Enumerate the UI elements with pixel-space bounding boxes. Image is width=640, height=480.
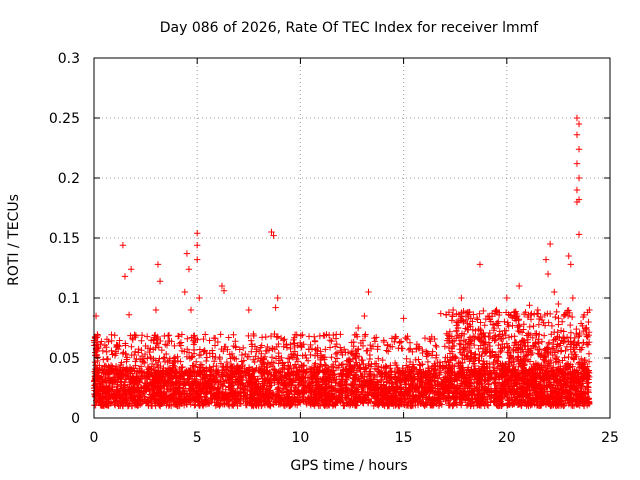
data-point	[421, 334, 429, 342]
data-point	[237, 382, 244, 390]
data-point	[128, 343, 135, 350]
data-point	[122, 376, 129, 383]
data-point	[111, 332, 118, 339]
data-point	[570, 402, 578, 410]
data-point	[406, 339, 414, 347]
data-point	[570, 386, 578, 393]
data-point	[138, 332, 146, 339]
data-point	[232, 338, 239, 345]
data-point	[352, 387, 359, 395]
data-point	[408, 381, 416, 389]
data-point	[400, 401, 408, 408]
data-point	[377, 377, 385, 385]
data-point	[143, 333, 151, 340]
data-point	[297, 332, 304, 339]
data-point	[146, 386, 153, 393]
data-point	[165, 386, 173, 394]
data-point	[219, 382, 227, 389]
data-point	[414, 401, 422, 409]
data-point	[362, 331, 369, 338]
data-point	[227, 360, 235, 368]
data-point	[557, 348, 565, 355]
data-point	[108, 331, 115, 338]
x-axis-label: GPS time / hours	[290, 458, 407, 474]
data-point	[585, 379, 592, 386]
data-point	[366, 355, 374, 363]
data-point	[225, 334, 232, 341]
y-axis-label: ROTI / TECUs	[6, 194, 22, 286]
data-point	[161, 332, 168, 340]
data-point	[432, 342, 439, 349]
data-point	[237, 379, 245, 387]
data-point	[303, 400, 310, 408]
data-point	[585, 350, 593, 357]
data-point	[311, 338, 319, 345]
data-point	[422, 377, 429, 384]
data-point	[552, 372, 559, 379]
data-point	[483, 377, 491, 385]
data-point	[239, 344, 247, 352]
data-point	[203, 354, 211, 361]
data-point	[367, 341, 374, 349]
data-point	[219, 383, 226, 390]
data-point	[126, 364, 134, 371]
data-point	[114, 342, 122, 349]
data-point	[225, 397, 233, 404]
data-point	[379, 356, 386, 364]
data-point	[403, 355, 410, 362]
data-point	[573, 401, 581, 408]
data-point	[196, 352, 203, 359]
data-point	[191, 402, 198, 409]
data-point	[108, 337, 115, 345]
data-point	[104, 356, 112, 363]
data-point	[399, 345, 406, 352]
data-point	[267, 379, 274, 387]
data-point	[212, 402, 219, 409]
data-point	[383, 347, 390, 354]
data-point	[326, 336, 334, 344]
data-point	[268, 354, 276, 361]
data-point	[162, 397, 169, 405]
data-point	[296, 381, 303, 388]
data-point	[557, 398, 564, 405]
data-point	[337, 331, 344, 338]
data-point	[380, 338, 388, 346]
data-point	[384, 342, 391, 349]
data-point	[304, 357, 312, 364]
data-point	[328, 354, 335, 361]
data-point	[176, 402, 183, 409]
data-point	[268, 371, 275, 378]
data-point	[333, 355, 341, 362]
data-point	[367, 378, 374, 386]
data-point	[441, 343, 449, 350]
data-point	[562, 347, 569, 355]
data-point	[403, 335, 411, 343]
data-point	[352, 402, 359, 409]
data-point	[540, 332, 548, 339]
data-point	[184, 335, 191, 342]
data-point	[160, 355, 167, 362]
data-point	[479, 393, 487, 400]
data-point	[299, 331, 306, 339]
data-point	[396, 338, 403, 346]
data-points	[90, 114, 593, 410]
data-point	[138, 337, 145, 344]
data-point	[565, 353, 572, 361]
data-point	[158, 346, 165, 354]
data-point	[175, 381, 183, 388]
data-point	[490, 379, 498, 387]
data-point	[310, 333, 318, 340]
data-point	[202, 372, 210, 379]
data-point	[217, 331, 224, 338]
data-point	[262, 333, 269, 341]
data-point	[367, 398, 375, 405]
data-point	[546, 381, 554, 388]
chart-title: Day 086 of 2026, Rate Of TEC Index for r…	[160, 20, 540, 36]
data-point	[470, 379, 478, 387]
data-point	[577, 385, 584, 393]
data-point	[162, 341, 169, 348]
data-point	[177, 379, 184, 387]
